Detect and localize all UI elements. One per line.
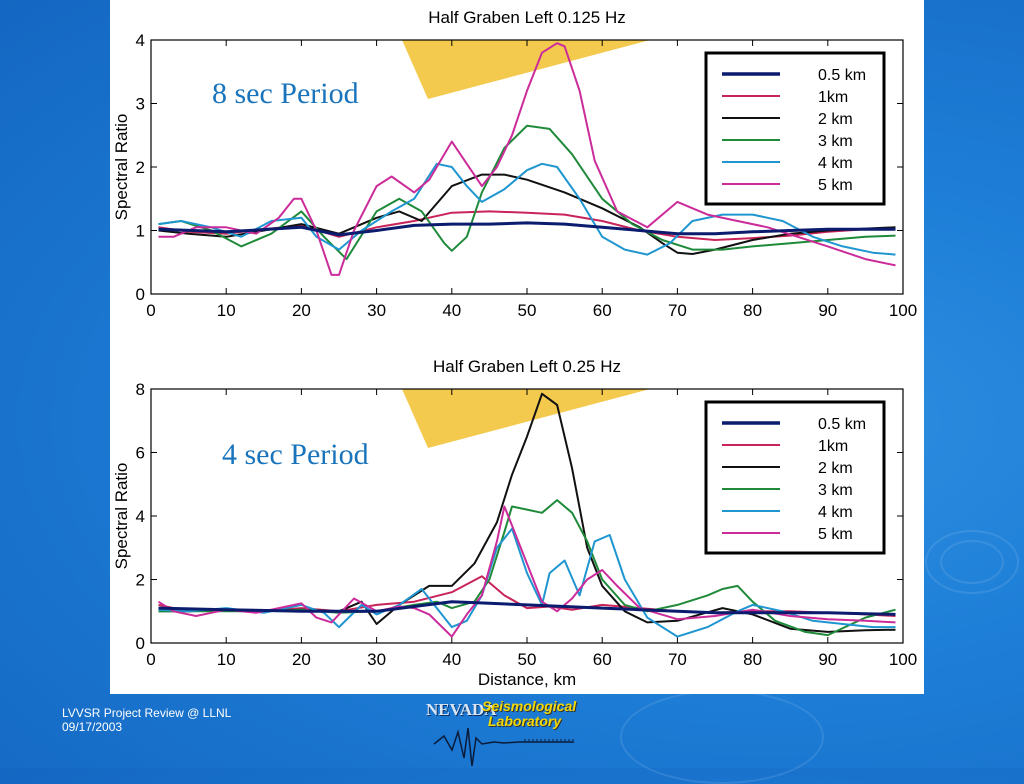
series-line-0_5km xyxy=(158,600,896,616)
chart-title: Half Graben Left 0.125 Hz xyxy=(428,8,626,27)
y-tick-label: 1 xyxy=(136,222,145,241)
footer-project: LVVSR Project Review @ LLNL xyxy=(62,706,232,720)
seismogram-icon xyxy=(433,727,574,766)
series-line-4km xyxy=(158,527,896,638)
x-tick-label: 20 xyxy=(292,650,311,669)
x-tick-label: 90 xyxy=(818,650,837,669)
x-tick-label: 50 xyxy=(518,301,537,320)
logo-laboratory-text: Laboratory xyxy=(488,713,562,729)
x-tick-label: 10 xyxy=(217,650,236,669)
legend-label: 5 km xyxy=(818,526,853,543)
y-tick-label: 0 xyxy=(136,634,145,653)
y-tick-label: 2 xyxy=(136,571,145,590)
legend-label: 0.5 km xyxy=(818,416,866,433)
legend-label: 0.5 km xyxy=(818,67,866,84)
y-tick-label: 4 xyxy=(136,31,145,50)
legend-label: 5 km xyxy=(818,177,853,194)
y-axis-label: Spectral Ratio xyxy=(112,114,131,221)
x-tick-label: 50 xyxy=(518,650,537,669)
y-tick-label: 6 xyxy=(136,444,145,463)
y-axis-label: Spectral Ratio xyxy=(112,463,131,570)
figure-panel: Half Graben Left 0.125 Hz 0 10 20 30 40 50 60 70… xyxy=(110,0,924,694)
logo-seismological-text: Seismological xyxy=(482,698,577,714)
period-annotation: 4 sec Period xyxy=(222,438,369,471)
x-tick-label: 60 xyxy=(593,301,612,320)
series-line-0_5km xyxy=(158,221,896,237)
y-tick-label: 2 xyxy=(136,158,145,177)
legend-label: 1km xyxy=(818,438,848,455)
x-tick-label: 90 xyxy=(818,301,837,320)
footer: LVVSR Project Review @ LLNL 09/17/2003 xyxy=(62,706,231,734)
y-tick-label: 3 xyxy=(136,95,145,114)
x-tick-label: 10 xyxy=(217,301,236,320)
ripple-decoration xyxy=(620,690,824,784)
x-tick-label: 40 xyxy=(442,650,461,669)
legend-label: 4 km xyxy=(818,504,853,521)
legend-label: 1km xyxy=(818,89,848,106)
graben-wedge-shape xyxy=(402,40,650,99)
legend-box xyxy=(704,51,886,206)
logo-nevada-text: NEVADA xyxy=(426,700,497,719)
x-tick-label: 30 xyxy=(367,650,386,669)
ripple-decoration xyxy=(925,530,1019,594)
y-tick-label: 4 xyxy=(136,507,145,526)
x-tick-label: 100 xyxy=(889,301,917,320)
legend-label: 3 km xyxy=(818,482,853,499)
x-tick-label: 40 xyxy=(442,301,461,320)
series-line-2km xyxy=(158,173,896,255)
x-tick-label: 100 xyxy=(889,650,917,669)
x-tick-label: 0 xyxy=(146,650,155,669)
x-tick-label: 70 xyxy=(668,650,687,669)
x-tick-label: 0 xyxy=(146,301,155,320)
chart-title: Half Graben Left 0.25 Hz xyxy=(433,357,621,376)
legend-label: 3 km xyxy=(818,133,853,150)
period-annotation: 8 sec Period xyxy=(212,77,359,110)
legend-label: 2 km xyxy=(818,111,853,128)
graben-wedge-shape xyxy=(402,389,650,448)
chart-2: Half Graben Left 0.25 Hz0 10 20 30 40 50 60 70 8… xyxy=(112,357,917,689)
footer-date: 09/17/2003 xyxy=(62,720,123,734)
charts-svg: Half Graben Left 0.125 Hz0 10 20 30 40 50 60 70… xyxy=(112,8,917,689)
legend-box xyxy=(704,400,886,555)
legend-label: 2 km xyxy=(818,460,853,477)
series-line-4km xyxy=(158,162,896,256)
x-tick-label: 80 xyxy=(743,301,762,320)
chart-1: Half Graben Left 0.125 Hz0 10 20 30 40 50 60 70… xyxy=(112,8,917,320)
x-axis-label: Distance, km xyxy=(478,670,576,689)
series-line-5km xyxy=(157,505,896,638)
legend-label: 4 km xyxy=(818,155,853,172)
x-tick-label: 60 xyxy=(593,650,612,669)
y-tick-label: 0 xyxy=(136,285,145,304)
x-tick-label: 30 xyxy=(367,301,386,320)
nevada-seismological-laboratory-logo: NEVADA Seismological Laboratory xyxy=(424,698,594,766)
x-tick-label: 80 xyxy=(743,650,762,669)
x-tick-label: 20 xyxy=(292,301,311,320)
x-tick-label: 70 xyxy=(668,301,687,320)
y-tick-label: 8 xyxy=(136,380,145,399)
series-line-5km xyxy=(158,42,896,276)
